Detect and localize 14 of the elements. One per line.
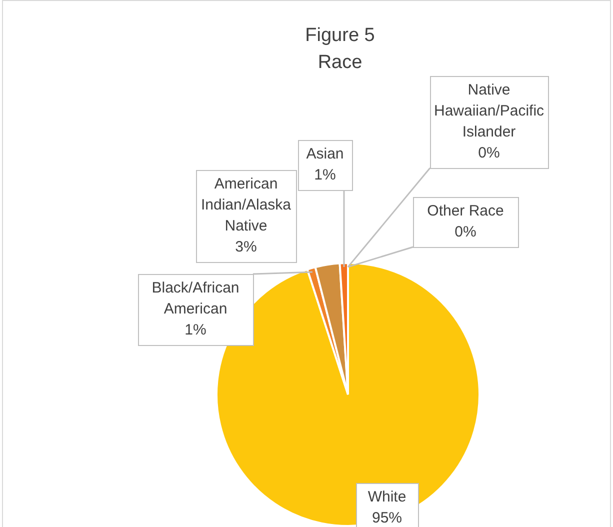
slice-label: Black/African American	[152, 280, 240, 318]
slice-label: American Indian/Alaska Native	[200, 176, 292, 235]
category-label: Other Race	[427, 202, 504, 220]
category-label: Native Hawaiian/Pacific Islander	[434, 82, 544, 141]
chart-title: Figure 5	[305, 25, 375, 46]
data-label: 1%	[184, 322, 206, 339]
chart-subtitle: Race	[318, 52, 362, 74]
data-label: 95%	[372, 510, 402, 527]
slice-label: White	[368, 488, 406, 506]
text: 0%	[454, 224, 476, 241]
slice-label: Asian	[306, 146, 344, 163]
data-label: 1%	[314, 166, 336, 184]
text: 0%	[478, 144, 500, 162]
data-label: 3%	[235, 238, 257, 256]
